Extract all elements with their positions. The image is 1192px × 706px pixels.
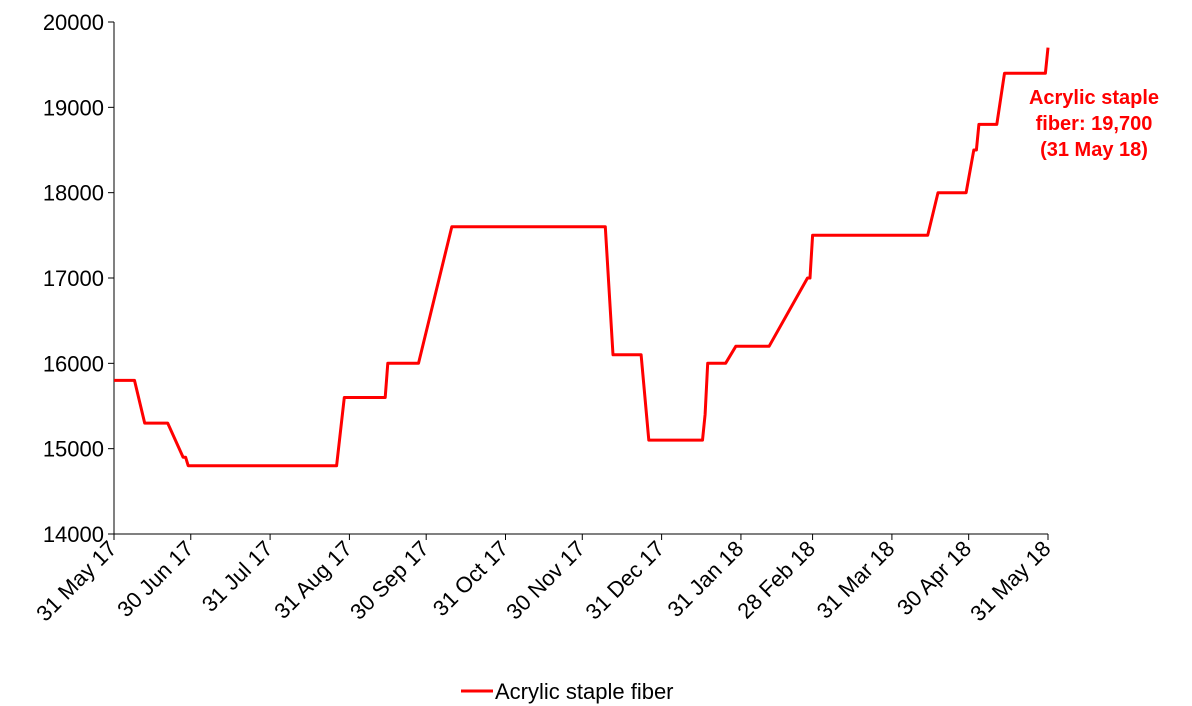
chart-axes	[113, 22, 1048, 535]
x-tick-label: 30 Jun 17	[112, 536, 198, 622]
chart-legend: Acrylic staple fiber	[461, 679, 674, 704]
annotation-line-2: fiber: 19,700	[1036, 113, 1153, 135]
x-tick-label: 31 Dec 17	[581, 536, 670, 625]
y-tick-label: 16000	[43, 351, 104, 376]
annotation-line-3: (31 May 18)	[1040, 139, 1148, 161]
legend-label: Acrylic staple fiber	[495, 679, 674, 704]
x-tick-label: 31 Oct 17	[428, 536, 513, 621]
y-tick-label: 20000	[43, 10, 104, 35]
x-tick-label: 30 Nov 17	[501, 536, 590, 625]
x-tick-label: 31 Aug 17	[269, 536, 357, 624]
annotation-line-1: Acrylic staple	[1029, 87, 1159, 109]
x-tick-label: 31 May 18	[965, 536, 1055, 626]
y-tick-label: 14000	[43, 522, 104, 547]
y-tick-label: 15000	[43, 437, 104, 462]
x-tick-label: 31 Jul 17	[197, 536, 278, 617]
y-tick-label: 19000	[43, 95, 104, 120]
chart-series	[114, 47, 1050, 468]
series-line-acrylic-staple-fiber	[114, 47, 1050, 468]
y-tick-label: 17000	[43, 266, 104, 291]
x-tick-label: 31 Mar 18	[812, 536, 900, 624]
x-tick-label: 30 Apr 18	[892, 536, 976, 620]
x-tick-label: 31 May 17	[31, 536, 121, 626]
y-tick-label: 18000	[43, 181, 104, 206]
y-axis-ticks: 14000 15000 16000 17000 18000 19000 20000	[43, 10, 114, 547]
x-tick-label: 30 Sep 17	[345, 536, 434, 625]
value-annotation: Acrylic staple fiber: 19,700 (31 May 18)	[1029, 87, 1159, 161]
x-tick-label: 28 Feb 18	[732, 536, 820, 624]
